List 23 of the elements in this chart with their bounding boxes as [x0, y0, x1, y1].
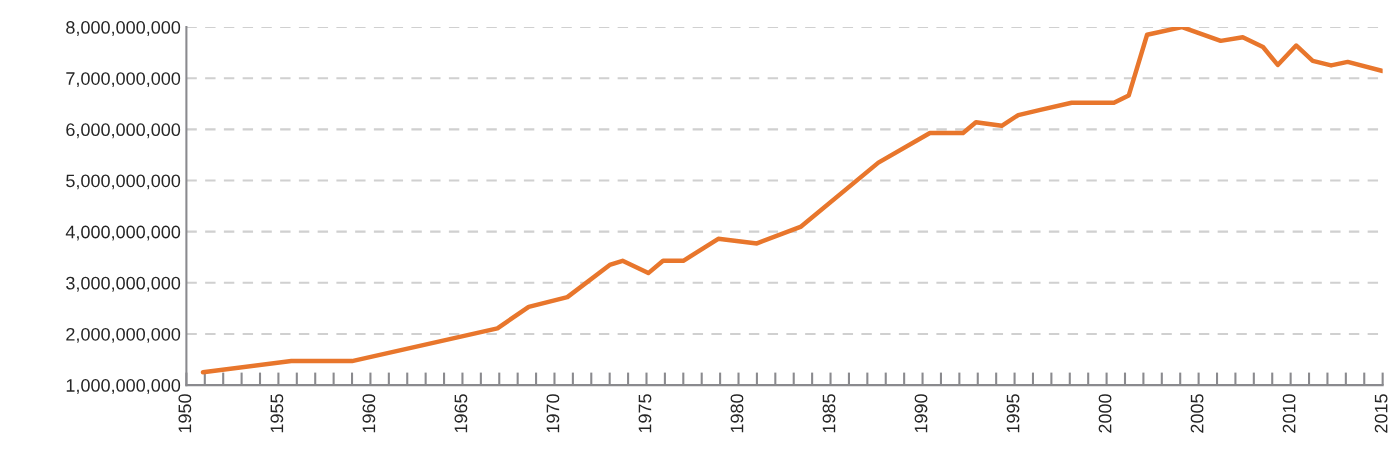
y-tick-label: 7,000,000,000: [66, 72, 181, 88]
y-tick-label: 4,000,000,000: [65, 225, 181, 241]
x-tick-label: 1985: [822, 394, 836, 433]
line-series: [200, 27, 1383, 375]
x-tick-label: 1970: [546, 394, 560, 433]
y-tick-label: 1,000,000,000: [66, 379, 181, 394]
x-tick-label: 1975: [638, 394, 652, 433]
x-tick-label: 1995: [1006, 394, 1020, 433]
x-tick-label: 2010: [1282, 394, 1296, 433]
x-tick-label: 1960: [362, 394, 376, 433]
x-tick-label: 1980: [730, 394, 744, 433]
y-tick-label: 6,000,000,000: [66, 123, 181, 139]
x-tick-label: 2000: [1098, 394, 1112, 433]
y-tick-label: 8,000,000,000: [66, 21, 181, 36]
x-tick-label: 1955: [270, 394, 284, 433]
x-tick-label: 1990: [914, 394, 928, 433]
x-tick-label: 1965: [454, 394, 468, 433]
x-tick-label: 2005: [1190, 394, 1204, 433]
y-tick-label: 2,000,000,000: [66, 327, 181, 343]
x-tick-label: 2015: [1374, 394, 1388, 433]
y-tick-label: 3,000,000,000: [66, 276, 181, 292]
x-tick-label: 1950: [178, 394, 192, 433]
y-tick-label: 5,000,000,000: [66, 174, 181, 190]
